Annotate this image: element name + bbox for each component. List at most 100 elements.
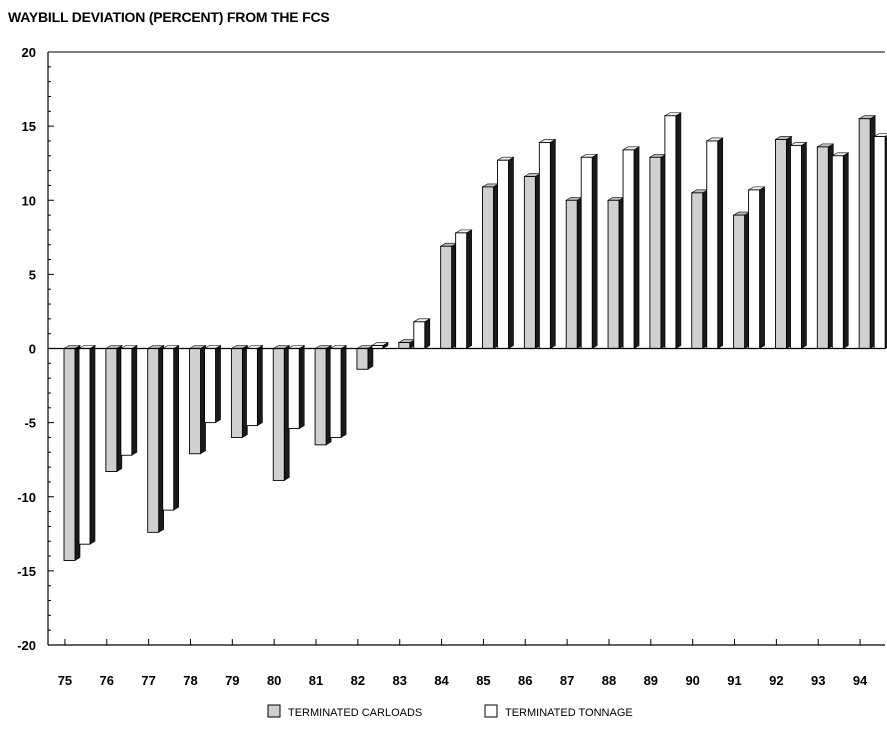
- bar-side: [591, 153, 598, 350]
- bar-side: [131, 344, 138, 456]
- bar-terminated-tonnage-82: [370, 342, 390, 350]
- bar-side: [89, 344, 96, 545]
- x-tick-label: 80: [267, 673, 281, 688]
- bar-terminated-carloads-91: [732, 211, 751, 350]
- x-tick-label: 94: [853, 673, 868, 688]
- bar-terminated-carloads-79: [230, 344, 249, 438]
- bar-terminated-tonnage-86: [538, 138, 557, 350]
- bar-front: [314, 348, 327, 446]
- bar-terminated-carloads-88: [606, 196, 626, 350]
- bar-terminated-carloads-77: [146, 344, 165, 533]
- bar-terminated-carloads-93: [816, 143, 835, 350]
- bars-group: [62, 112, 887, 562]
- legend-label-terminated-tonnage: TERMINATED TONNAGE: [505, 707, 633, 719]
- bar-front: [873, 136, 886, 349]
- bar-front: [858, 118, 871, 349]
- y-tick-label: 10: [22, 193, 36, 208]
- bar-front: [204, 348, 217, 424]
- bar-terminated-tonnage-76: [119, 344, 138, 456]
- bar-front: [649, 156, 662, 349]
- bar-terminated-tonnage-84: [454, 229, 473, 350]
- bar-terminated-carloads-82: [355, 344, 375, 370]
- bar-terminated-tonnage-94: [873, 133, 887, 350]
- bar-front: [523, 176, 536, 349]
- bar-terminated-carloads-75: [62, 344, 82, 562]
- x-tick-label: 83: [392, 673, 406, 688]
- bar-terminated-tonnage-80: [287, 344, 306, 430]
- bar-side: [508, 156, 514, 350]
- y-tick-label: -20: [17, 638, 36, 653]
- bar-front: [691, 192, 704, 349]
- bar-terminated-carloads-90: [690, 189, 709, 350]
- bar-side: [340, 344, 347, 438]
- x-tick-label: 85: [476, 673, 490, 688]
- y-tick-label: 15: [22, 119, 36, 134]
- bar-side: [298, 344, 305, 430]
- bar-front: [775, 139, 787, 349]
- bar-side: [717, 137, 724, 350]
- x-tick-label: 91: [727, 673, 741, 688]
- bar-front: [664, 115, 677, 349]
- bar-front: [538, 141, 551, 349]
- legend-swatch-terminated-carloads: [267, 704, 281, 718]
- x-tick-label: 78: [183, 673, 197, 688]
- bar-front: [622, 149, 635, 349]
- chart-title: WAYBILL DEVIATION (PERCENT) FROM THE FCS: [8, 9, 330, 25]
- x-tick-label: 82: [351, 673, 365, 688]
- y-tick-label: 20: [22, 45, 36, 60]
- bar-front: [440, 245, 453, 349]
- bar-terminated-carloads-81: [314, 344, 333, 446]
- bar-side: [215, 344, 221, 424]
- bar-terminated-carloads-87: [565, 196, 584, 350]
- bar-front: [189, 348, 202, 455]
- bar-side: [801, 141, 807, 350]
- bar-terminated-tonnage-91: [747, 186, 766, 350]
- legend-label-terminated-carloads: TERMINATED CARLOADS: [288, 707, 422, 719]
- bar-front: [706, 140, 719, 349]
- x-tick-label: 90: [685, 673, 699, 688]
- bar-side: [633, 146, 640, 350]
- x-tick-label: 86: [518, 673, 532, 688]
- bar-terminated-tonnage-93: [831, 152, 850, 350]
- bar-front: [565, 199, 578, 349]
- bar-terminated-carloads-86: [523, 173, 542, 350]
- x-tick-label: 92: [769, 673, 783, 688]
- bar-terminated-tonnage-87: [580, 153, 599, 350]
- bar-terminated-carloads-92: [774, 135, 793, 350]
- bar-front: [607, 199, 620, 349]
- x-tick-label: 81: [309, 673, 323, 688]
- bar-terminated-tonnage-78: [203, 344, 222, 424]
- bar-front: [230, 348, 243, 438]
- y-tick-label: -15: [17, 564, 36, 579]
- bar-terminated-tonnage-92: [789, 141, 808, 350]
- y-tick-label: 0: [29, 342, 36, 357]
- bar-terminated-carloads-89: [648, 153, 667, 350]
- x-axis: 75 76 77 78 79 80 81 82 83 84 85 86 87 88 89 90 91 92 93 94: [58, 639, 868, 688]
- bar-terminated-tonnage-83: [412, 318, 431, 350]
- bar-front: [455, 232, 468, 349]
- bar-front: [413, 321, 426, 349]
- bar-front: [245, 348, 258, 427]
- bar-terminated-carloads-80: [272, 344, 291, 481]
- bar-terminated-tonnage-88: [621, 146, 641, 350]
- bar-side: [424, 318, 431, 350]
- bar-terminated-tonnage-81: [329, 344, 348, 438]
- bar-side: [675, 112, 682, 350]
- bar-side: [550, 138, 556, 350]
- bar-front: [147, 348, 160, 533]
- bar-front: [790, 144, 802, 349]
- bar-terminated-carloads-83: [397, 339, 416, 350]
- bar-terminated-carloads-78: [188, 344, 207, 455]
- bar-front: [78, 348, 91, 545]
- x-tick-label: 76: [100, 673, 114, 688]
- x-tick-label: 75: [58, 673, 72, 688]
- bar-terminated-tonnage-77: [161, 344, 180, 511]
- bar-side: [466, 229, 472, 350]
- bar-side: [257, 344, 263, 427]
- bar-front: [831, 155, 844, 349]
- bar-terminated-tonnage-85: [496, 156, 515, 350]
- bar-front: [287, 348, 300, 430]
- y-axis: 20 15 10 5 0 -5 -10 -15 -20: [17, 45, 54, 653]
- bar-terminated-carloads-85: [481, 183, 500, 350]
- bar-front: [105, 348, 118, 472]
